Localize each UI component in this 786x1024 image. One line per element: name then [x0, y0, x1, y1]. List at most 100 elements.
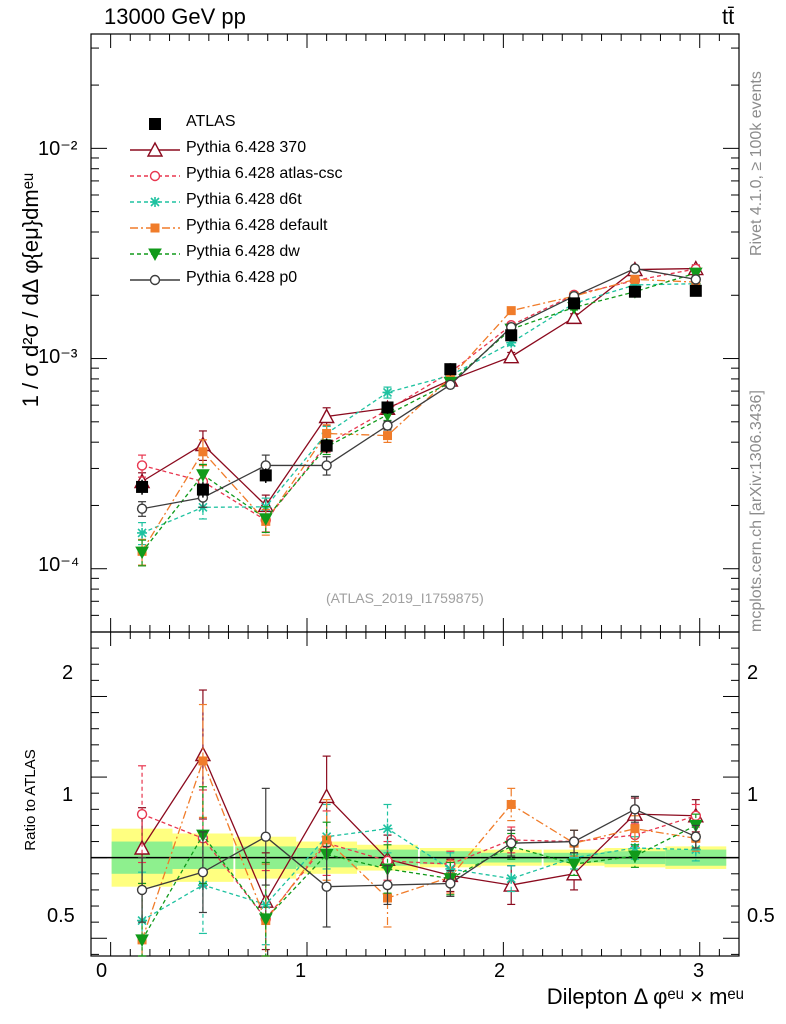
atlas-point: [196, 483, 209, 496]
legend-swatch: [130, 274, 180, 286]
ratio-y-tick-label: 2: [62, 662, 74, 684]
legend-item: Pythia 6.428 default: [128, 216, 418, 240]
process-label: tt̄: [722, 4, 735, 29]
series-point: [322, 428, 332, 438]
series-point: [445, 379, 456, 391]
ratio-y-tick-label-right: 0.5: [747, 905, 775, 927]
series-ratio-point: [133, 839, 151, 855]
series-ratio-point: [260, 899, 271, 910]
atlas-point: [381, 401, 394, 414]
series-ratio-point: [506, 873, 517, 884]
series-ratio-line: [141, 824, 697, 941]
series-ratio-point: [630, 824, 640, 834]
legend-label: Pythia 6.428 dw: [186, 243, 300, 260]
series-point: [136, 503, 148, 514]
series-atlas: [136, 284, 702, 498]
series-point: [321, 460, 332, 471]
series-ratio-point: [506, 837, 517, 849]
series-ratio-point: [690, 831, 701, 842]
main-y-axis-label: 1 / σ d²σ / dΔ φ{eμ}dmᵉᵘ: [18, 172, 43, 408]
x-tick-label: 0: [96, 960, 108, 982]
series-point: [506, 337, 517, 348]
series-ratio-point: [198, 756, 208, 766]
legend-marker: [149, 170, 161, 182]
legend-marker: [150, 223, 160, 233]
x-tick-label: 2: [494, 960, 506, 982]
ratio-y-tick-label: 0.5: [47, 905, 75, 927]
series-ratio-line: [141, 759, 696, 941]
atlas-point: [568, 297, 581, 310]
series-ratio-line: [141, 827, 696, 922]
series-ratio-point: [629, 804, 641, 815]
series-ratio-point: [382, 823, 393, 834]
series-ratio-point: [321, 881, 332, 892]
series-point: [196, 469, 210, 482]
legend-marker: [148, 248, 162, 262]
series-line: [141, 268, 696, 522]
legend-label: ATLAS: [186, 113, 236, 130]
series-line: [141, 267, 696, 507]
series-point: [383, 431, 393, 441]
legend-label: Pythia 6.428 atlas-csc: [186, 165, 343, 182]
series-point: [135, 546, 149, 560]
series-ratio-point: [569, 852, 580, 863]
series-line: [141, 278, 696, 552]
legend-swatch: [130, 197, 180, 207]
legend-label: Pythia 6.428 d6t: [186, 191, 302, 208]
ratio-y-axis-label: Ratio to ATLAS: [22, 749, 39, 851]
series-point: [136, 460, 148, 471]
legend-swatch: [149, 118, 161, 130]
legend-item: Pythia 6.428 p0: [128, 268, 418, 292]
series-ratio-point: [260, 831, 271, 842]
legend-item: Pythia 6.428 d6t: [128, 190, 418, 214]
atlas-point: [320, 439, 333, 452]
legend-marker: [149, 274, 161, 286]
series-ratio-point: [506, 799, 516, 809]
x-tick-label: 3: [693, 960, 705, 982]
series-point: [688, 267, 703, 281]
series-ratio-line: [141, 808, 697, 891]
series-point: [629, 263, 641, 274]
legend-item: ATLAS: [128, 112, 418, 136]
analysis-id-label: (ATLAS_2019_I1759875): [326, 590, 484, 606]
series-ratio-point: [382, 879, 393, 891]
series-point: [382, 420, 393, 431]
series-ratio-point: [445, 878, 456, 889]
legend-label: Pythia 6.428 p0: [186, 269, 298, 286]
legend-item: Pythia 6.428 dw: [128, 242, 418, 266]
legend-marker: [149, 118, 161, 130]
series-ratio-point: [135, 934, 149, 947]
series-point: [503, 348, 520, 364]
series-ratio-point: [567, 858, 581, 872]
atlas-point: [689, 284, 702, 297]
series-point: [506, 306, 516, 316]
series-point: [382, 387, 393, 398]
main-y-tick-label: 10⁻⁴: [38, 554, 80, 576]
ratio-y-tick-label-right: 1: [747, 784, 759, 806]
ratio-y-tick-label: 1: [62, 784, 74, 806]
series-point: [258, 513, 273, 526]
legend-label: Pythia 6.428 370: [186, 139, 307, 156]
series-point: [565, 308, 583, 325]
energy-label: 13000 GeV pp: [104, 4, 246, 29]
series-ratio-line: [141, 813, 696, 920]
mcplots-credit-label: mcplots.cern.ch [arXiv:1306.3436]: [748, 390, 765, 632]
atlas-point: [444, 363, 457, 376]
legend-swatch: [130, 248, 180, 262]
series-ratio-point: [690, 844, 701, 855]
series-pythia-6-428-p0: [136, 263, 701, 928]
series-point: [137, 527, 148, 538]
series-point: [318, 408, 335, 424]
ratio-y-tick-label-right: 2: [747, 662, 759, 684]
ratio-plot-frame: [90, 631, 740, 957]
series-ratio-point: [136, 884, 148, 896]
series-line: [141, 272, 696, 553]
x-axis-label: Dilepton Δ φᵉᵘ × mᵉᵘ: [546, 984, 744, 1009]
legend-label: Pythia 6.428 default: [186, 217, 328, 234]
series-ratio-point: [197, 866, 209, 878]
series-point: [629, 279, 640, 290]
rivet-version-label: Rivet 4.1.0, ≥ 100k events: [748, 71, 765, 256]
atlas-point: [505, 329, 518, 342]
series-line: [141, 283, 696, 534]
